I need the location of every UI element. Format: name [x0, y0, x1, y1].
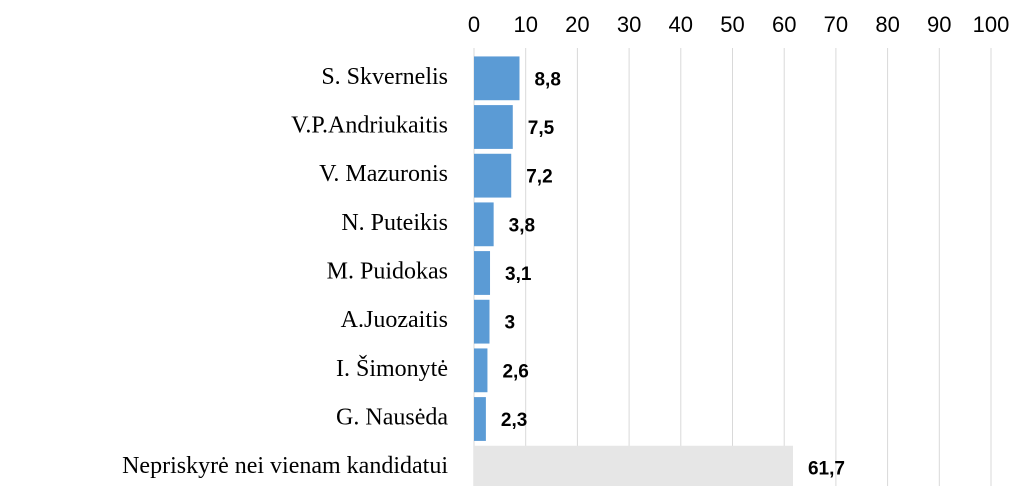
x-tick-label: 20 — [565, 12, 589, 37]
bar — [474, 299, 490, 344]
value-label: 8,8 — [534, 69, 560, 90]
x-tick-label: 40 — [669, 12, 693, 37]
value-label: 3 — [505, 313, 516, 334]
y-tick-label: M. Puidokas — [327, 259, 448, 285]
x-tick-label: 60 — [772, 12, 796, 37]
x-tick-label: 100 — [973, 12, 1010, 37]
value-label: 2,6 — [502, 361, 528, 382]
bar — [474, 105, 513, 149]
x-tick-label: 90 — [927, 12, 951, 37]
x-tick-label: 70 — [824, 12, 848, 37]
y-tick-label: V.P.Andriukaitis — [291, 113, 448, 139]
y-tick-label: Nepriskyrė nei vienam kandidatui — [122, 453, 448, 479]
value-label: 3,8 — [509, 215, 535, 236]
x-tick-label: 0 — [468, 12, 480, 37]
bar — [474, 397, 486, 441]
x-tick-label: 80 — [875, 12, 899, 37]
x-tick-label: 30 — [617, 12, 641, 37]
y-tick-label: N. Puteikis — [341, 210, 448, 236]
value-label: 7,5 — [528, 118, 555, 139]
value-label: 2,3 — [501, 410, 527, 431]
value-label: 3,1 — [505, 264, 532, 285]
bar — [474, 56, 520, 101]
y-tick-label: S. Skvernelis — [321, 64, 448, 90]
bar — [474, 251, 491, 295]
bar — [474, 153, 512, 198]
y-tick-label: A.Juozaitis — [341, 307, 448, 333]
y-tick-label: V. Mazuronis — [319, 161, 448, 187]
y-tick-label: G. Nausėda — [336, 405, 448, 431]
value-label: 7,2 — [526, 167, 552, 188]
x-tick-label: 10 — [513, 12, 537, 37]
y-tick-label: I. Šimonytė — [336, 355, 448, 382]
bar — [474, 202, 494, 247]
x-tick-label: 50 — [720, 12, 744, 37]
bar — [474, 348, 488, 393]
bar — [474, 445, 793, 486]
value-label: 61,7 — [808, 459, 845, 480]
